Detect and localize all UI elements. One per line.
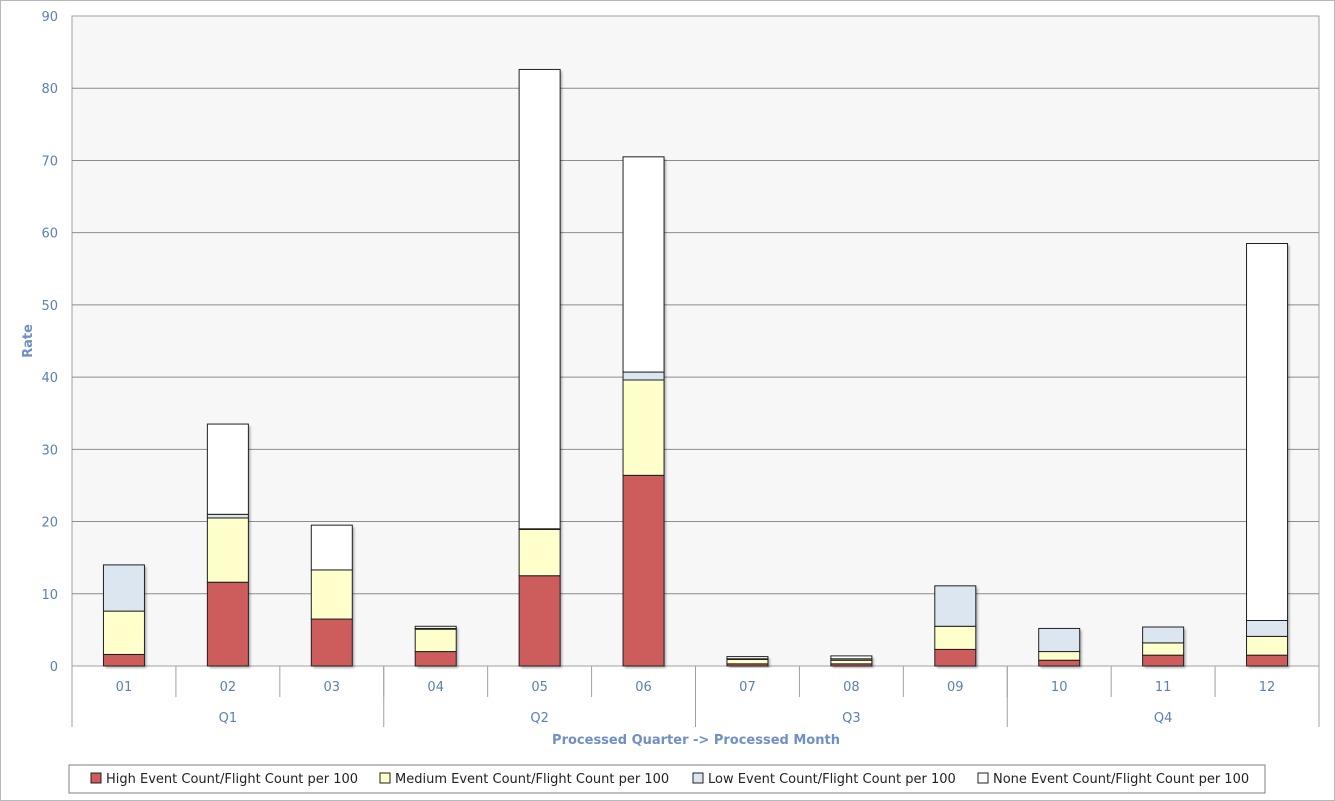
x-group-label: Q4 (1154, 711, 1173, 726)
x-group-label: Q3 (842, 711, 861, 726)
legend-swatch (977, 772, 989, 784)
bar-segment-2-02 (206, 517, 249, 583)
bar-segment-4-12 (1246, 243, 1289, 621)
x-tick-label: 08 (843, 680, 860, 695)
x-group-label: Q1 (219, 711, 238, 726)
y-tick-label: 40 (41, 371, 58, 386)
y-axis-ticks: 0 10 20 30 40 50 60 70 80 90 (41, 10, 58, 675)
bar-segment-3-06 (622, 371, 665, 381)
y-tick-label: 0 (50, 660, 58, 675)
bar-segment-3-11 (1142, 626, 1185, 644)
bar-segment-1-12 (1246, 654, 1289, 667)
x-tick-label: 03 (324, 680, 341, 695)
bar-segment-4-04 (414, 625, 457, 629)
legend-swatch (692, 772, 704, 784)
bar-segment-1-05 (518, 575, 561, 667)
y-tick-label: 20 (41, 516, 58, 531)
legend-label: Low Event Count/Flight Count per 100 (708, 772, 956, 787)
x-tick-label: 05 (531, 680, 548, 695)
legend-label: None Event Count/Flight Count per 100 (993, 772, 1249, 787)
bar-segment-4-07 (726, 656, 769, 660)
bar-segment-2-06 (622, 379, 665, 476)
x-tick-label: 09 (947, 680, 964, 695)
bar-segment-4-06 (622, 156, 665, 373)
y-tick-label: 60 (41, 227, 58, 242)
x-tick-label: 10 (1051, 680, 1068, 695)
y-tick-label: 10 (41, 588, 58, 603)
x-axis: 01 02 03 04 05 06 07 08 09 10 11 12 Q1 Q2 Q3 Q4 (71, 666, 1320, 727)
legend-label: Medium Event Count/Flight Count per 100 (395, 772, 669, 787)
bar-segment-1-04 (414, 651, 457, 667)
bar-segment-3-10 (1038, 627, 1081, 653)
x-tick-label: 11 (1155, 680, 1172, 695)
bar-segment-2-04 (414, 628, 457, 653)
bar-segment-2-10 (1038, 651, 1081, 661)
bar-segment-2-03 (310, 569, 353, 620)
gridlines (72, 87, 1319, 595)
y-tick-label: 80 (41, 82, 58, 97)
bar-segment-4-05 (518, 68, 561, 530)
x-tick-label: 06 (635, 680, 652, 695)
bar-segment-2-05 (518, 529, 561, 577)
bar-segment-1-10 (1038, 659, 1081, 667)
x-tick-label: 12 (1259, 680, 1276, 695)
x-tick-label: 07 (739, 680, 756, 695)
bar-segment-1-03 (310, 618, 353, 667)
bar-segment-2-12 (1246, 635, 1289, 656)
y-tick-label: 70 (41, 154, 58, 169)
bar-segment-1-09 (934, 648, 977, 667)
bar-segment-1-06 (622, 474, 665, 667)
bar-segment-1-02 (206, 581, 249, 667)
bar-segment-2-11 (1142, 642, 1185, 656)
legend-box (68, 764, 1266, 794)
x-axis-title: Processed Quarter -> Processed Month (552, 733, 840, 748)
legend-label: High Event Count/Flight Count per 100 (106, 772, 358, 787)
y-tick-label: 30 (41, 443, 58, 458)
bars (102, 68, 1289, 667)
x-group-label: Q2 (530, 711, 549, 726)
bar-segment-2-01 (102, 610, 145, 655)
bar-segment-4-08 (830, 655, 873, 660)
bar-segment-2-08 (830, 659, 873, 665)
legend-swatch (379, 772, 391, 784)
bar-segment-3-01 (102, 564, 145, 612)
bar-segment-4-02 (206, 423, 249, 515)
y-tick-label: 90 (41, 10, 58, 25)
bar-segment-4-03 (310, 524, 353, 571)
x-tick-label: 04 (427, 680, 444, 695)
bar-segment-2-09 (934, 625, 977, 650)
bar-segment-2-07 (726, 659, 769, 665)
bar-segment-1-11 (1142, 654, 1185, 667)
bar-segment-1-01 (102, 653, 145, 667)
bar-segment-3-02 (206, 513, 249, 519)
y-tick-label: 50 (41, 299, 58, 314)
legend-swatch (90, 772, 102, 784)
bar-segment-3-09 (934, 585, 977, 627)
y-axis-title: Rate (21, 324, 36, 358)
legend: High Event Count/Flight Count per 100 Med… (68, 764, 1266, 794)
bar-segment-3-12 (1246, 620, 1289, 637)
x-tick-label: 01 (116, 680, 133, 695)
x-tick-label: 02 (220, 680, 237, 695)
plot-area (71, 15, 1320, 667)
